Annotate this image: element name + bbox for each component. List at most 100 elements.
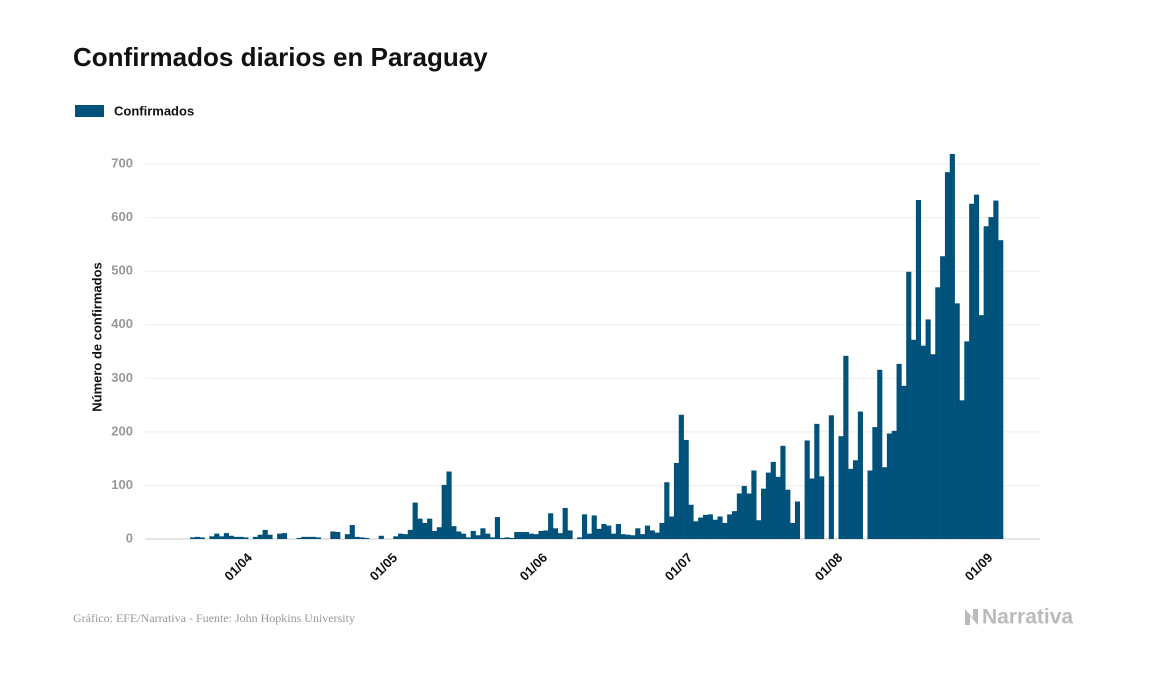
- bar: [930, 354, 936, 539]
- bar: [828, 415, 834, 539]
- bar: [199, 537, 205, 539]
- bar: [848, 468, 854, 539]
- bar: [461, 533, 467, 539]
- bar: [552, 528, 559, 539]
- bar: [843, 355, 849, 539]
- bar: [698, 517, 704, 539]
- bar: [988, 217, 994, 539]
- bar: [998, 240, 1004, 539]
- bar: [606, 525, 612, 539]
- y-tick-label: 0: [126, 530, 133, 545]
- bar: [852, 460, 859, 539]
- bar: [794, 501, 801, 539]
- bar: [915, 200, 922, 539]
- x-tick-label: 01/05: [367, 550, 401, 584]
- bar: [349, 525, 355, 539]
- bar: [867, 470, 873, 539]
- bar: [567, 530, 573, 539]
- bar: [315, 537, 321, 539]
- bar: [267, 534, 273, 539]
- bar: [756, 520, 762, 539]
- bar: [615, 524, 621, 539]
- bar: [591, 515, 597, 539]
- bar: [736, 493, 742, 539]
- bar: [978, 315, 984, 539]
- bar: [509, 537, 515, 539]
- bar: [673, 462, 680, 539]
- bar: [707, 514, 713, 539]
- y-tick-label: 500: [111, 263, 133, 278]
- bar: [238, 536, 244, 539]
- bar: [901, 385, 907, 539]
- legend-swatch: [75, 105, 104, 117]
- bar: [417, 518, 423, 539]
- bar: [354, 536, 360, 539]
- bar: [620, 534, 626, 539]
- bar: [944, 172, 951, 539]
- bar: [683, 439, 689, 539]
- bar: [630, 535, 636, 539]
- bar: [557, 533, 563, 539]
- bar: [219, 536, 225, 539]
- bar: [785, 489, 791, 539]
- bar: [746, 493, 752, 539]
- bar: [281, 533, 288, 539]
- bar: [601, 524, 607, 539]
- bar: [882, 467, 888, 539]
- bar: [780, 445, 786, 539]
- bar: [586, 533, 592, 539]
- bar: [712, 519, 718, 539]
- bar: [470, 530, 476, 539]
- bar: [751, 470, 757, 539]
- bar: [446, 471, 452, 539]
- bar: [954, 303, 960, 539]
- bar: [790, 522, 796, 539]
- bar: [906, 271, 912, 539]
- bar: [896, 363, 902, 539]
- bar: [233, 536, 239, 539]
- bar: [872, 427, 878, 539]
- chart-title: Confirmados diarios en Paraguay: [73, 42, 488, 72]
- bar: [228, 535, 234, 539]
- x-tick-label: 01/09: [962, 550, 996, 584]
- bar: [475, 535, 481, 539]
- bar: [625, 534, 631, 539]
- bar: [761, 488, 767, 539]
- bar: [330, 531, 336, 539]
- bar: [422, 522, 428, 539]
- bar: [770, 461, 776, 539]
- bar: [911, 339, 917, 539]
- y-tick-label: 100: [111, 477, 133, 492]
- bar: [194, 536, 200, 539]
- bar: [654, 532, 660, 539]
- bar: [296, 537, 302, 539]
- bar: [969, 203, 975, 539]
- bar: [431, 530, 438, 539]
- bar: [765, 472, 772, 539]
- bar: [935, 287, 941, 539]
- bar: [732, 511, 738, 539]
- bar: [427, 518, 433, 539]
- bar: [465, 537, 471, 539]
- bar: [393, 536, 399, 539]
- bar: [209, 536, 215, 539]
- bar: [436, 527, 442, 539]
- bar: [717, 516, 723, 539]
- bar: [499, 537, 505, 539]
- bar: [504, 537, 510, 539]
- bar: [664, 482, 670, 539]
- bar: [214, 533, 220, 539]
- bar: [528, 533, 534, 539]
- y-tick-label: 600: [111, 209, 133, 224]
- bar: [611, 533, 617, 539]
- y-tick-label: 200: [111, 423, 133, 438]
- bar: [451, 526, 457, 539]
- bar: [983, 226, 989, 539]
- bar: [344, 534, 350, 539]
- bar: [562, 507, 568, 539]
- bar: [644, 525, 651, 539]
- bar: [722, 522, 728, 539]
- bar: [877, 369, 883, 539]
- bar: [775, 476, 781, 539]
- bar: [402, 534, 409, 539]
